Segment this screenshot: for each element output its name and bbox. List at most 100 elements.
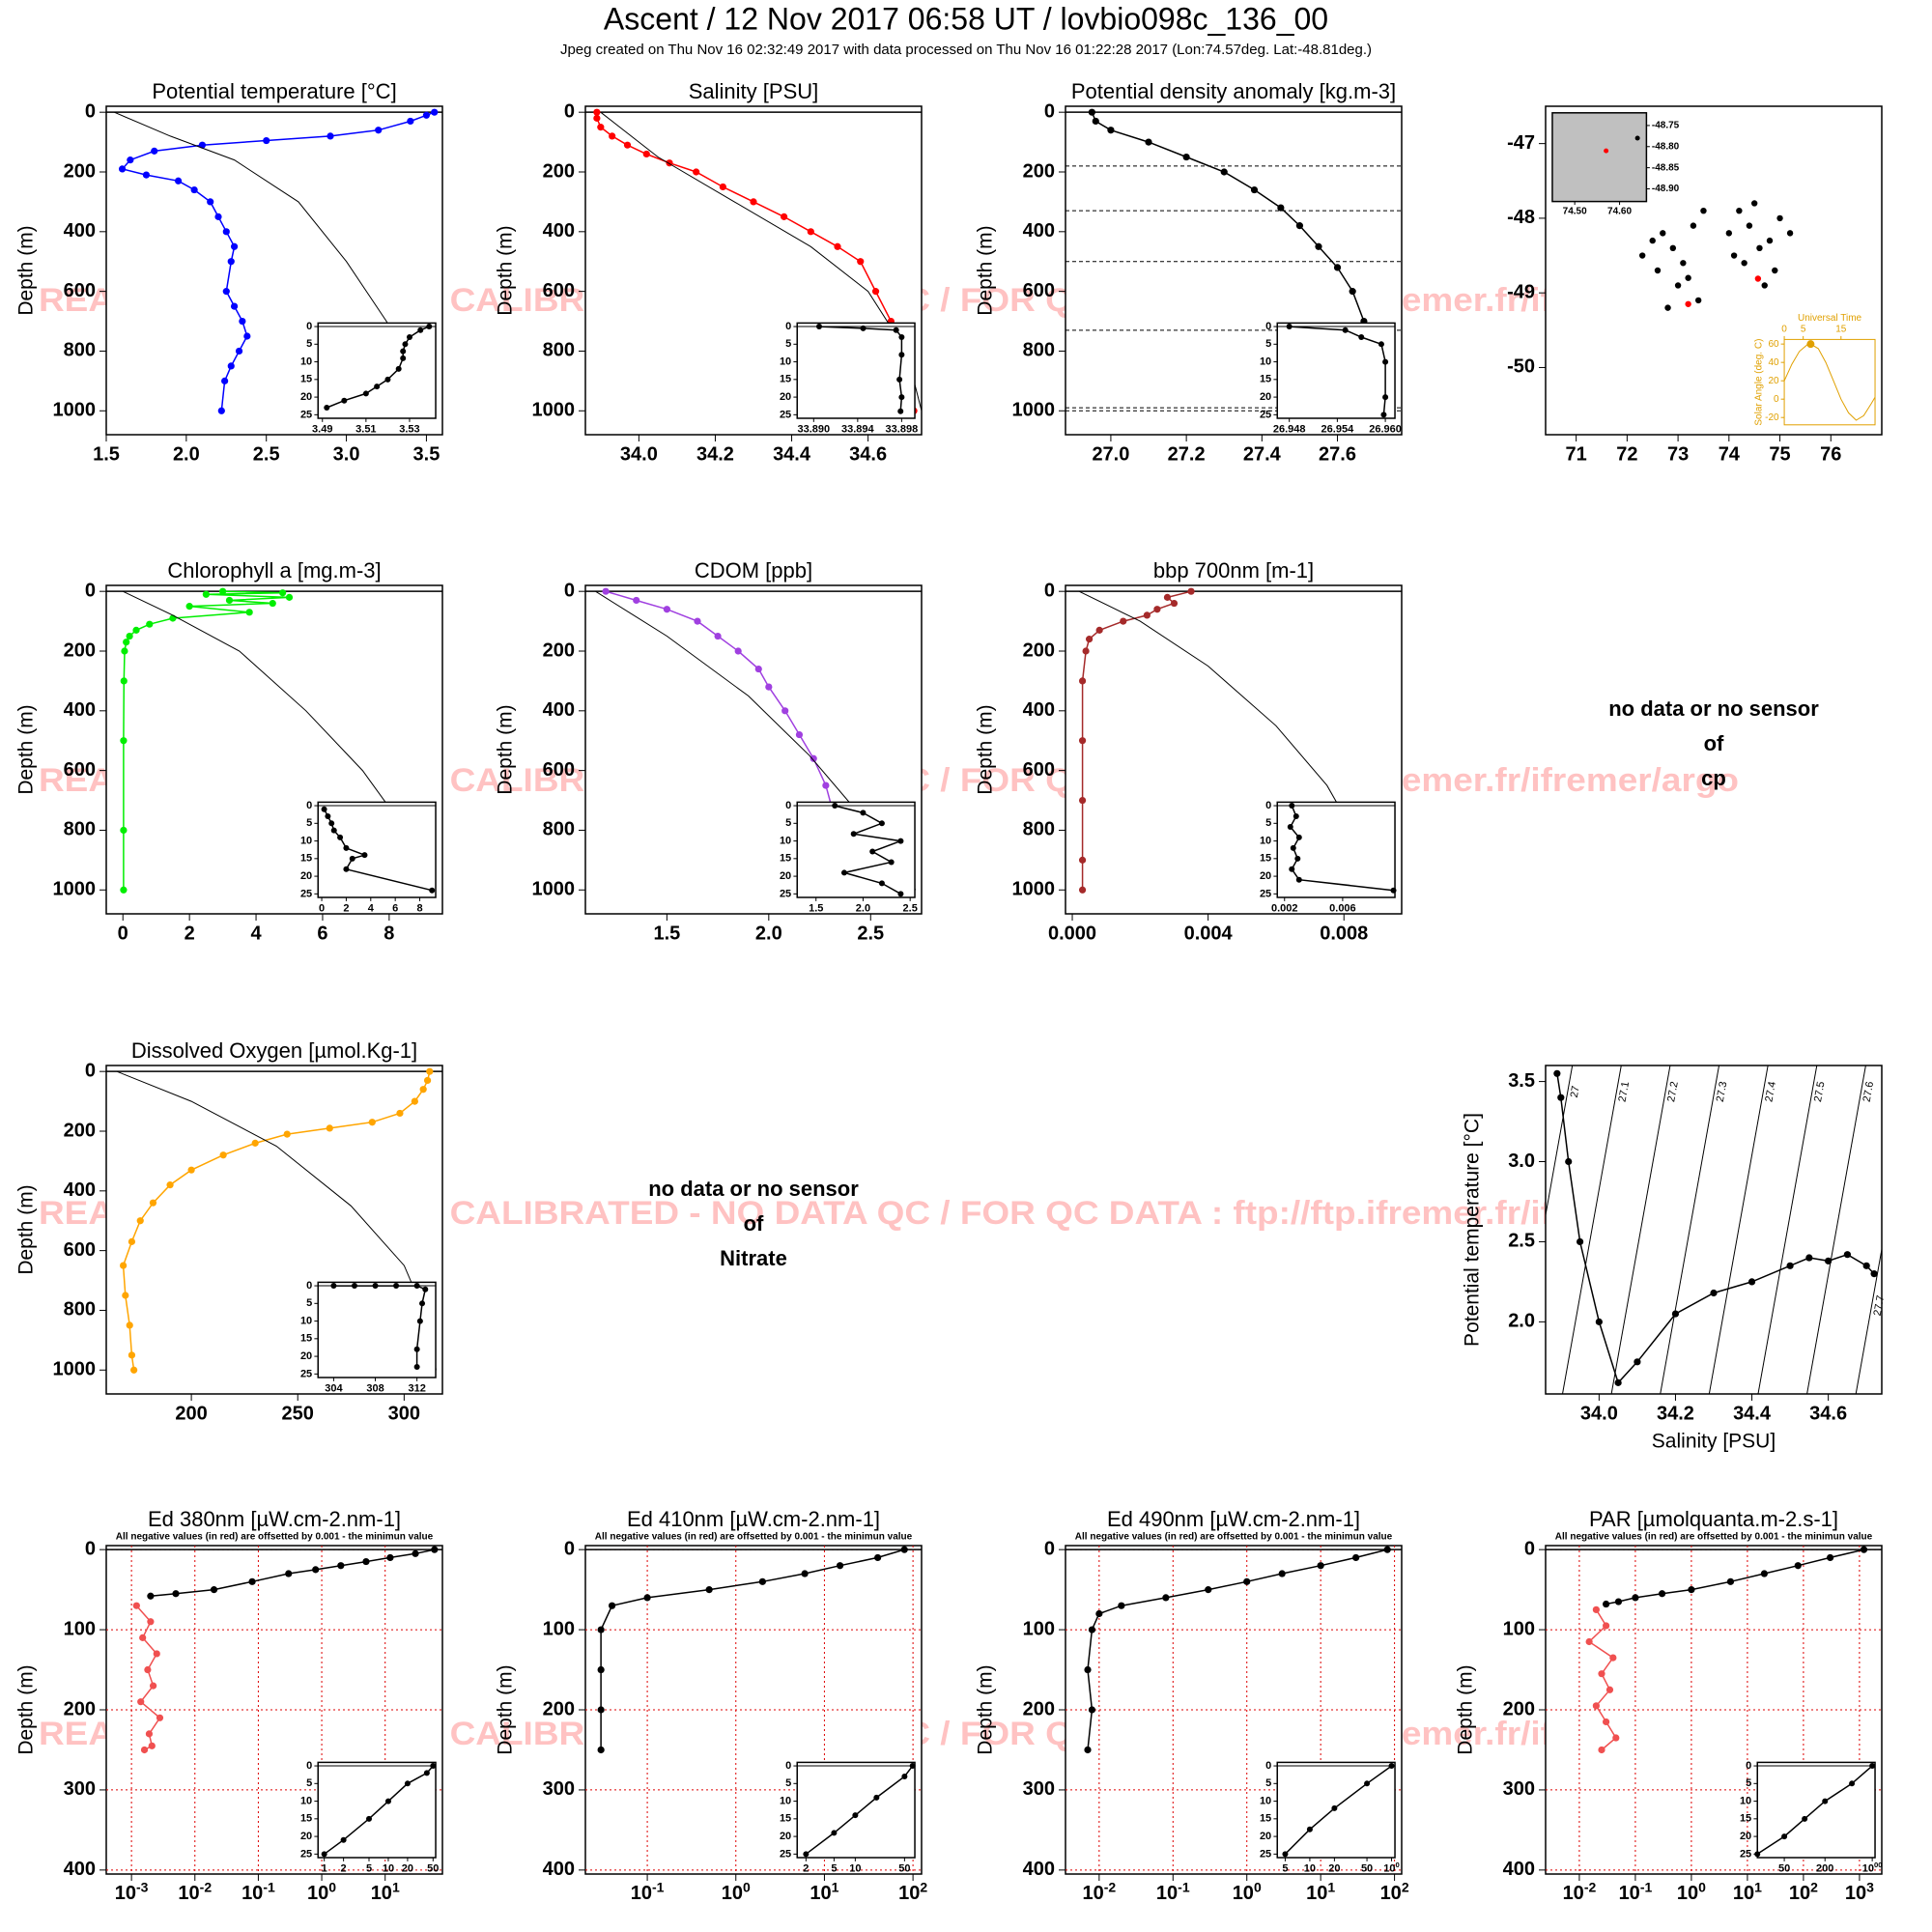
x-tick-label: 33.898	[886, 423, 919, 435]
data-point	[898, 394, 905, 401]
profile-line	[323, 809, 433, 892]
data-point	[166, 1181, 174, 1189]
tick-label-part: 10	[1563, 1883, 1584, 1904]
data-point	[422, 1286, 429, 1293]
data-point	[126, 1321, 133, 1329]
data-point	[597, 1746, 605, 1754]
y-axis-label: Depth (m)	[495, 225, 517, 315]
x-tick-label: 250	[282, 1403, 314, 1424]
y-axis-label: Depth (m)	[15, 1184, 38, 1274]
tick-label-part: -2	[1104, 1879, 1117, 1894]
data-point	[1736, 207, 1743, 214]
data-point	[1741, 260, 1747, 267]
data-point	[803, 1851, 810, 1858]
data-point	[285, 593, 294, 601]
no-data-text: Nitrate	[720, 1246, 787, 1270]
data-point	[219, 1151, 227, 1159]
y-tick-label: -49	[1507, 281, 1535, 302]
x-tick-label: 26.960	[1369, 423, 1402, 435]
data-point	[372, 1283, 379, 1290]
data-point	[693, 168, 700, 176]
data-point	[422, 111, 431, 119]
y-tick-label: 25	[780, 409, 791, 420]
data-point	[840, 869, 847, 876]
y-tick-label: 200	[543, 639, 575, 661]
y-tick-label: 600	[543, 759, 575, 781]
data-point	[1760, 1570, 1768, 1577]
data-point	[263, 136, 270, 145]
isopycnal	[1708, 1065, 1769, 1394]
x-tick-label: 10	[383, 1862, 394, 1874]
x-tick-label: 2	[343, 902, 349, 914]
data-point	[898, 334, 905, 341]
x-tick-label: 20	[1328, 1862, 1340, 1874]
y-tick-label: 15	[1740, 1813, 1751, 1825]
tick-label-part: 10	[1233, 1883, 1254, 1904]
data-point	[1612, 1734, 1620, 1742]
data-point	[1352, 1553, 1360, 1562]
data-point	[1685, 300, 1691, 307]
x-tick-label: 74.60	[1607, 207, 1632, 217]
x-tick-label: 10-2	[178, 1879, 212, 1904]
tick-label-part: 10	[371, 1883, 392, 1904]
data-point	[1380, 412, 1387, 418]
y-tick-label: 5	[785, 817, 791, 829]
y-tick-label: 100	[543, 1618, 575, 1639]
data-point	[190, 185, 198, 194]
no-data-text: no data or no sensor	[648, 1177, 859, 1201]
y-tick-label: 25	[1260, 888, 1271, 899]
x-tick-label: 1.5	[653, 923, 680, 944]
data-point	[426, 1067, 434, 1075]
data-point	[888, 859, 895, 866]
data-point	[1317, 1562, 1324, 1570]
data-point	[128, 1237, 136, 1245]
x-tick-label: 101	[371, 1879, 400, 1904]
tick-label-part: 10	[1677, 1883, 1698, 1904]
x-tick-label: 102	[898, 1879, 927, 1904]
panel-title: Ed 380nm [µW.cm-2.nm-1]	[148, 1507, 401, 1531]
data-point	[1382, 394, 1389, 401]
tick-label-part: 0	[1254, 1879, 1262, 1894]
tick-label-part: 0	[1396, 1861, 1400, 1869]
data-point	[402, 341, 409, 348]
data-point	[1605, 1686, 1614, 1693]
data-point	[1595, 1318, 1603, 1325]
data-point	[362, 390, 369, 397]
y-tick-label: 800	[64, 819, 96, 840]
plot-frame	[1276, 322, 1396, 419]
x-tick-label: 74	[1719, 443, 1741, 465]
plot-frame	[796, 322, 916, 419]
data-point	[368, 1119, 376, 1126]
y-tick-label: 5	[306, 338, 312, 350]
y-tick-label: 20	[1260, 391, 1271, 403]
data-point	[597, 124, 605, 131]
plot-frame	[317, 322, 437, 419]
data-point	[1700, 207, 1707, 214]
data-point	[251, 1139, 259, 1147]
data-point	[1295, 834, 1302, 840]
data-point	[145, 1730, 154, 1738]
y-tick-label: 0	[1524, 1538, 1535, 1559]
y-axis-label: Depth (m)	[495, 1664, 517, 1754]
plot-frame	[317, 801, 437, 898]
data-point	[1869, 1763, 1876, 1770]
y-axis-label: Depth (m)	[1455, 1664, 1477, 1754]
data-point	[750, 198, 757, 206]
y-tick-label: 60	[1768, 339, 1779, 350]
tick-label-part: 10	[115, 1883, 136, 1904]
data-point	[1710, 1289, 1718, 1297]
tick-label-part: 10	[722, 1883, 743, 1904]
y-tick-label: 15	[780, 1813, 791, 1825]
tick-label-part: 1	[1754, 1879, 1762, 1894]
data-point	[1592, 1605, 1600, 1613]
y-tick-label: 400	[1023, 699, 1055, 721]
data-point	[337, 1562, 345, 1570]
y-tick-label: 400	[64, 1179, 96, 1201]
data-point	[1205, 1586, 1212, 1594]
data-point	[1604, 148, 1609, 154]
panel-title: CDOM [ppb]	[695, 558, 812, 582]
tick-label-part: -1	[263, 1879, 275, 1894]
data-point	[361, 852, 368, 859]
x-tick-label: 34.2	[696, 443, 734, 465]
data-point	[136, 1217, 144, 1225]
